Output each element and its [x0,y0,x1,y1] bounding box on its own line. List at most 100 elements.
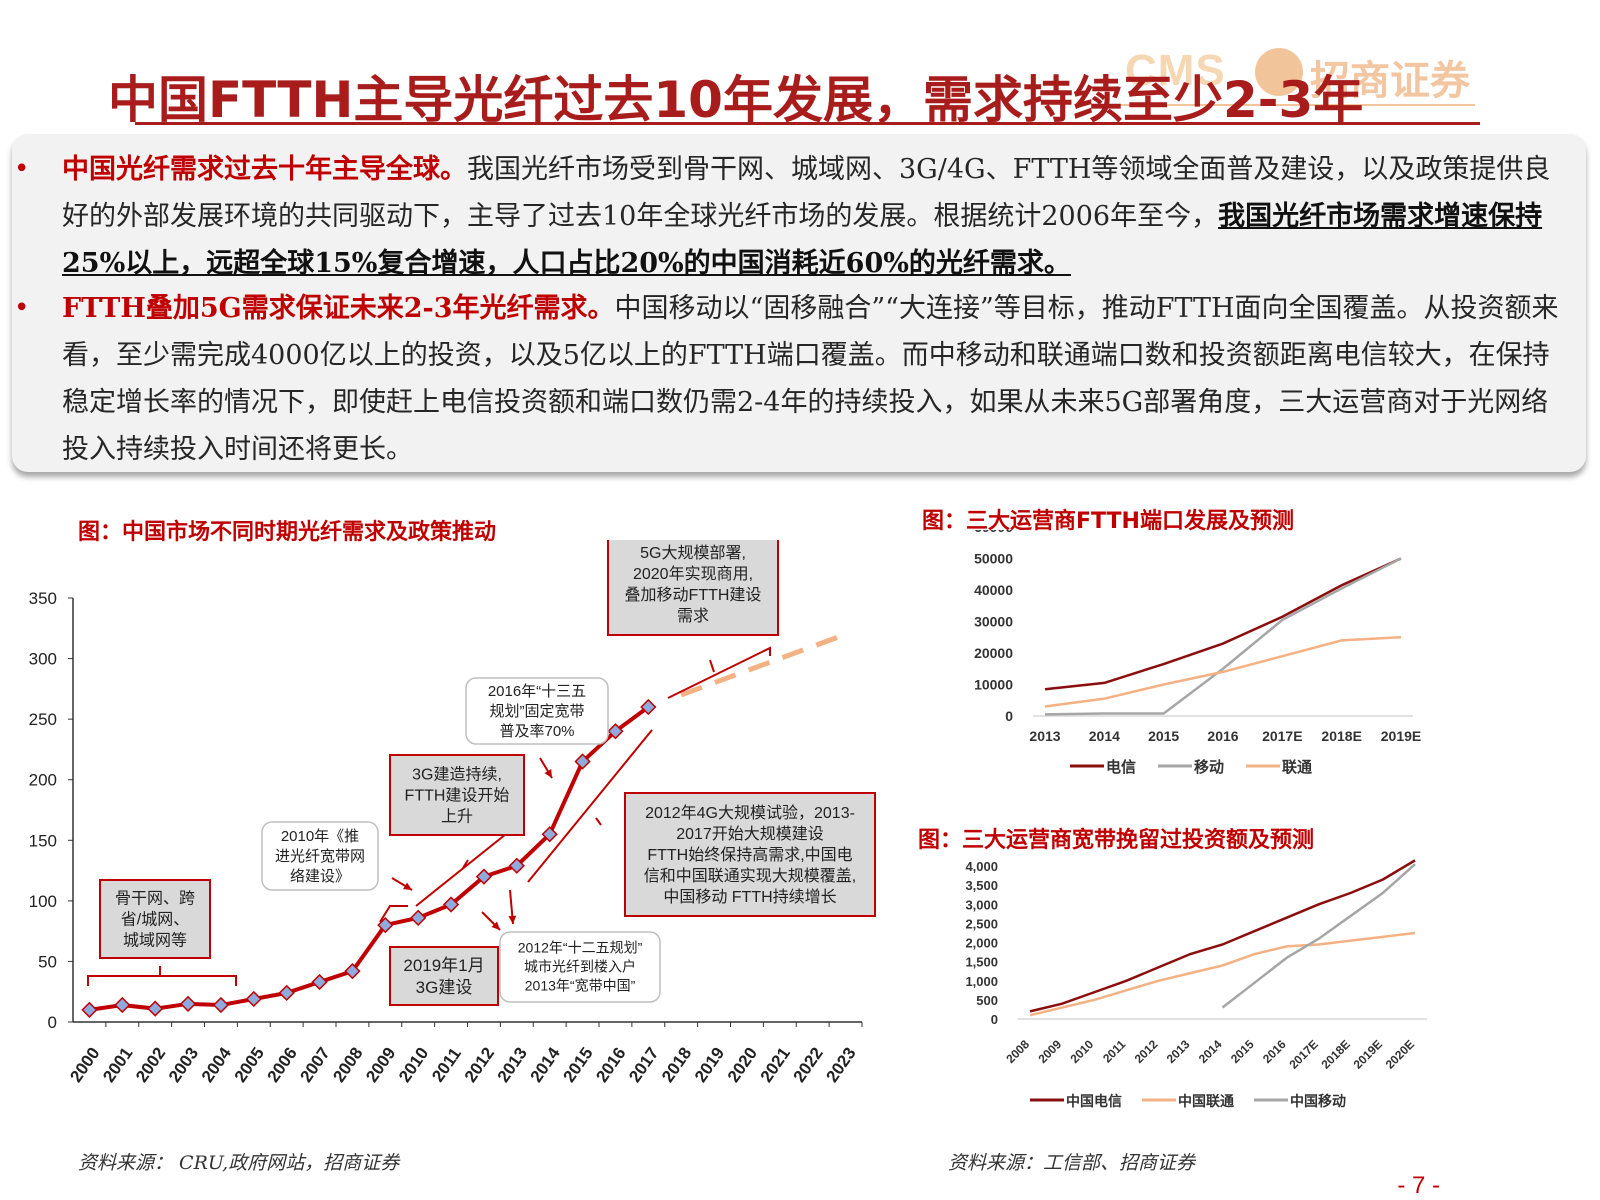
x-tick-label: 2008 [329,1044,366,1086]
x-tick-label: 2015 [559,1044,596,1086]
data-point-marker [508,857,525,874]
ftth-ports-chart: 0 10000 20000 30000 40000 50000 60000 2013 2014 2… [974,530,1421,776]
page-title: 中国FTTH主导光纤过去10年发展，需求持续至少2-3年 [108,71,1364,129]
data-point-marker [574,753,591,770]
title-divider [135,122,1480,125]
left-source-note: 资料来源： CRU,政府网站，招商证券 [78,1152,400,1174]
data-point-marker [147,1000,164,1017]
annotation-box [389,754,525,836]
y-tick-label: 150 [29,831,57,850]
annotation-text: 进光纤宽带网 [275,848,365,865]
annotation-box [261,821,379,891]
series-line [1221,863,1416,1009]
annotation-text: 2012年4G大规模试验，2013- [645,804,855,822]
y-tick-label: 350 [29,589,57,608]
annotation-text: 省/城网、 [121,911,189,929]
x-tick-label: 2016 [1260,1037,1289,1066]
bullet-icon: • [14,293,30,323]
page-number: - 7 - [1397,1172,1440,1199]
x-tick-label: 2018E [1321,728,1361,744]
y-tick-label: 1,000 [965,974,998,989]
logo-underline [1105,104,1475,106]
x-tick-label: 2019E [1381,728,1421,744]
data-point-marker [114,996,131,1014]
paragraph-1-body: 我国光纤市场受到骨干网、城域网、3G/4G、FTTH等领域全面普及建设，以及政策… [62,154,1551,232]
bottom-right-chart-caption: 图：三大运营商宽带挽留过投资额及预测 [918,828,1315,853]
series-line [1044,636,1402,708]
paragraph-1-headline: 中国光纤需求过去十年主导全球。 [62,154,467,185]
series-line [1044,557,1402,691]
x-tick-label: 2011 [428,1044,465,1085]
x-tick-label: 2004 [198,1043,236,1085]
annotation-text: 2017开始大规模建设 [676,825,824,843]
annotation-text: 5G大规模部署, [640,544,746,562]
annotation-text: 规划”固定宽带 [490,703,585,720]
y-tick-label: 1,500 [965,955,998,970]
y-tick-label: 0 [48,1013,57,1032]
x-tick-label: 2019 [691,1044,728,1086]
x-tick-label: 2016 [592,1044,629,1086]
x-tick-label: 2016 [1207,728,1238,744]
x-tick-label: 2005 [231,1044,268,1086]
x-tick-label: 2001 [99,1044,136,1086]
data-point-marker [311,973,328,991]
y-tick-label: 0 [991,1012,998,1027]
x-tick-label: 2014 [527,1043,565,1085]
series-line [1029,859,1416,1013]
annotation-text: 2013年“宽带中国” [525,978,636,994]
annotation-box [389,946,499,1006]
x-tick-label: 2015 [1228,1037,1257,1066]
annotation-text: 2012年“十二五规划” [518,940,643,956]
annotation-bracket [415,825,517,907]
x-tick-label: 2020 [724,1044,761,1086]
x-tick-label: 2014 [1196,1037,1225,1066]
data-point-marker [607,723,624,740]
x-tick-label: 2011 [1100,1037,1129,1066]
paragraph-1-text: 中国光纤需求过去十年主导全球。我国光纤市场受到骨干网、城域网、3G/4G、FTT… [62,146,1572,287]
series-line [1029,931,1416,1017]
forecast-series-line [680,631,847,698]
x-tick-label: 2002 [132,1044,169,1086]
y-tick-label: 20000 [974,645,1013,661]
data-point-marker [245,990,262,1008]
x-tick-label: 2012 [1132,1037,1161,1066]
y-tick-label: 40000 [974,582,1013,598]
annotation-bracket [379,905,408,923]
annotation-box [624,792,876,917]
x-tick-label: 2007 [296,1044,333,1086]
logo-latin: CMS [1125,46,1226,95]
y-tick-label: 60000 [974,530,1013,535]
x-tick-label: 2006 [264,1044,301,1086]
paragraph-1-emphasis: 我国光纤市场需求增速保持25%以上，远超全球15%复合增速，人口占比20%的中国… [62,201,1543,279]
x-tick-label: 2017 [625,1044,662,1086]
annotation-text: 3G建设 [416,978,473,997]
x-tick-label: 2014 [1089,728,1120,744]
annotation-text: 2020年实现商用, [633,565,753,583]
x-tick-label: 2012 [461,1044,498,1086]
data-point-marker [377,916,394,934]
y-tick-label: 500 [976,993,998,1008]
x-tick-label: 2000 [66,1044,103,1086]
x-tick-label: 2022 [790,1044,827,1086]
arrow-head-icon [491,921,500,930]
x-tick-label: 2010 [395,1044,432,1086]
data-point-marker [278,984,295,1002]
x-tick-label: 2018 [658,1044,695,1086]
y-tick-label: 100 [29,892,57,911]
arrow-head-icon [403,882,412,890]
y-tick-label: 2,000 [965,936,998,951]
annotation-text: 2019年1月 [403,956,484,975]
x-tick-label: 2013 [1029,728,1060,744]
paragraph-2-body: 中国移动以“固移融合”“大连接”等目标，推动FTTH面向全国覆盖。从投资额来看，… [62,293,1559,465]
legend-label: 中国电信 [1066,1093,1122,1109]
x-tick-label: 2009 [362,1044,399,1086]
annotation-bracket [527,729,653,883]
data-point-marker [475,868,493,885]
x-tick-label: 2015 [1148,728,1179,744]
logo-chinese: 招商证券 [1310,58,1470,104]
legend-label: 联通 [1282,759,1312,776]
logo-seal-icon [1255,48,1303,96]
y-tick-label: 30000 [974,614,1013,630]
y-tick-label: 300 [29,650,57,669]
annotation-text: 中国移动 FTTH持续增长 [663,888,836,906]
